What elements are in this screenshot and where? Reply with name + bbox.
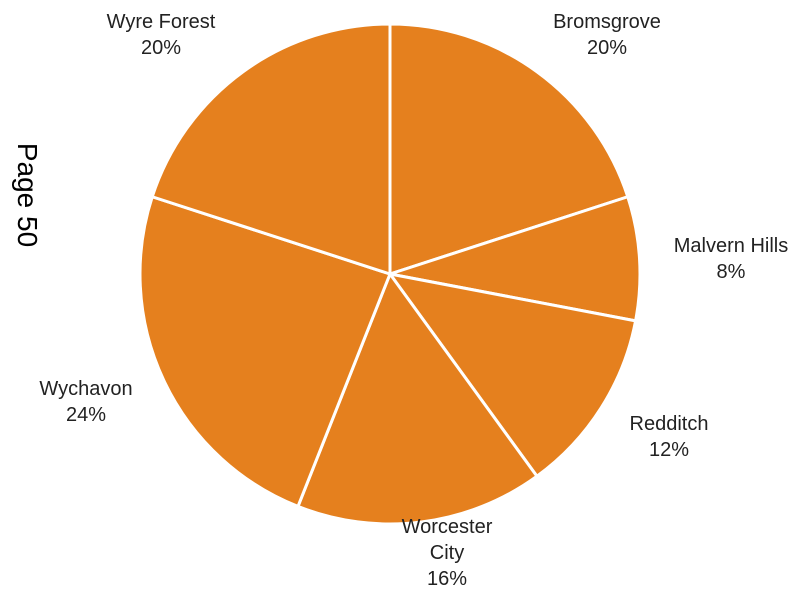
slice-value-label: 16% xyxy=(427,568,467,590)
pie-slice-wyre-forest xyxy=(150,22,392,276)
slice-category-label: City xyxy=(430,542,464,564)
slice-value-label: 20% xyxy=(141,37,181,59)
slice-value-label: 24% xyxy=(66,404,106,426)
pie-slice-wychavon xyxy=(138,195,392,508)
slice-category-label: Wychavon xyxy=(39,378,132,400)
pie-slices xyxy=(138,22,642,526)
slice-category-label: Wyre Forest xyxy=(107,11,216,33)
slice-label-bromsgrove: Bromsgrove 20% xyxy=(553,11,661,59)
pie-slice-bromsgrove xyxy=(388,22,630,276)
slice-category-label: Redditch xyxy=(630,413,709,435)
slice-category-label: Bromsgrove xyxy=(553,11,661,33)
slice-label-worcester-city: Worcester City 16% xyxy=(402,516,493,590)
pie-slice-malvern-hills xyxy=(388,195,642,323)
slice-label-redditch: Redditch 12% xyxy=(630,413,709,461)
slice-value-label: 20% xyxy=(587,37,627,59)
slice-label-wyre-forest: Wyre Forest 20% xyxy=(107,11,216,59)
slice-value-label: 8% xyxy=(717,261,746,283)
slice-value-label: 12% xyxy=(649,439,689,461)
slice-label-malvern-hills: Malvern Hills 8% xyxy=(674,235,788,283)
slice-label-wychavon: Wychavon 24% xyxy=(39,378,132,426)
slice-category-label: Malvern Hills xyxy=(674,235,788,257)
pie-slice-redditch xyxy=(388,272,638,478)
pie-labels: Bromsgrove 20% Malvern Hills 8% Redditch 12% W… xyxy=(39,11,788,590)
pie-slice-worcester-city xyxy=(296,272,539,526)
slice-category-label: Worcester xyxy=(402,516,493,538)
